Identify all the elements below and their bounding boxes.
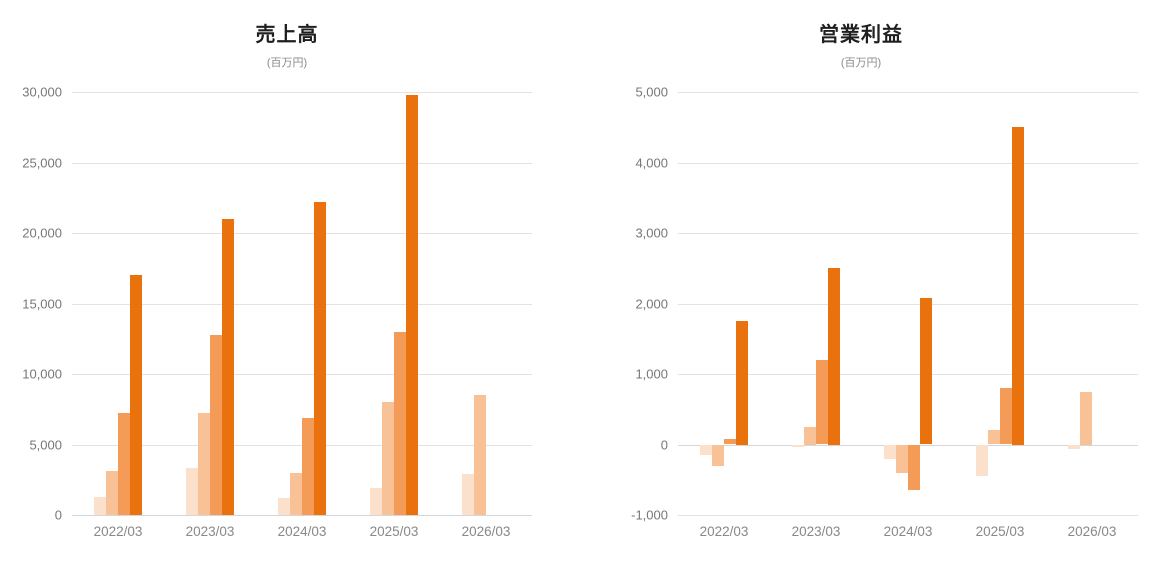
bar-2026-03-series-1 [1068, 444, 1080, 449]
x-axis-label: 2025/03 [369, 524, 419, 539]
y-axis-tick-label: -1,000 [631, 507, 668, 523]
bar-2024-03-series-1 [884, 444, 896, 459]
x-axis-label: 2025/03 [975, 524, 1025, 539]
y-axis-tick-label: 0 [660, 437, 668, 452]
bar-2024-03-series-1 [278, 498, 290, 515]
x-axis-label: 2026/03 [461, 524, 511, 539]
bar-2025-03-series-4 [1012, 127, 1024, 445]
sales-y-axis: 0 5,000 10,000 15,000 20,000 25,000 30,000 [2, 85, 62, 523]
bar-2023-03-series-3 [816, 359, 828, 445]
gridline [72, 92, 532, 93]
bar-2026-03-series-2 [1080, 391, 1092, 445]
bar-2025-03-series-1 [976, 444, 988, 477]
operating-income-x-axis: 2022/03 2023/03 2024/03 2025/03 2026/03 [678, 515, 1138, 547]
bar-2024-03-series-4 [920, 297, 932, 445]
bar-2022-03-series-2 [106, 471, 118, 515]
x-axis-label: 2022/03 [93, 524, 143, 539]
x-axis-label: 2022/03 [699, 524, 749, 539]
gridline [678, 515, 1138, 516]
y-axis-tick-label: 2,000 [635, 296, 668, 311]
bar-2023-03-series-1 [186, 468, 198, 515]
bar-2022-03-series-3 [118, 413, 130, 515]
x-axis-label: 2023/03 [185, 524, 235, 539]
bar-2026-03-series-2 [474, 395, 486, 515]
operating-income-plot-area: -1,000 0 1,000 2,000 3,000 4,000 5,000 2022/03… [631, 85, 1138, 539]
sales-chart-unit-label: (百万円) [266, 57, 308, 69]
sales-plot-grid [72, 92, 532, 516]
y-axis-tick-label: 5,000 [29, 437, 62, 452]
sales-chart-title: 売上高 [255, 22, 319, 46]
bar-2025-03-series-3 [1000, 388, 1012, 445]
bar-2022-03-series-4 [130, 275, 142, 515]
operating-income-y-axis: -1,000 0 1,000 2,000 3,000 4,000 5,000 [608, 85, 668, 523]
gridline [678, 374, 1138, 375]
sales-chart-panel: 売上高 (百万円) 0 5,000 10,000 15,000 20,000 25,000… [0, 0, 574, 568]
operating-income-chart-panel: 営業利益 (百万円) -1,000 0 1,000 2,000 3,000 4,000 5,… [574, 0, 1148, 568]
gridline [678, 92, 1138, 93]
y-axis-tick-label: 3,000 [635, 225, 668, 241]
x-axis-label: 2024/03 [277, 524, 327, 539]
bar-2023-03-series-4 [222, 218, 234, 515]
bar-2025-03-series-3 [394, 331, 406, 515]
bar-2023-03-series-2 [804, 426, 816, 445]
bar-2022-03-series-2 [712, 444, 724, 466]
y-axis-tick-label: 5,000 [635, 84, 668, 100]
x-axis-label: 2024/03 [883, 524, 933, 539]
gridline [72, 303, 532, 305]
bar-2024-03-series-4 [314, 201, 326, 515]
bar-2023-03-series-4 [828, 268, 840, 445]
y-axis-tick-label: 1,000 [635, 366, 668, 382]
bar-2022-03-series-3 [724, 438, 736, 445]
bar-2024-03-series-2 [896, 444, 908, 473]
bar-2022-03-series-4 [736, 321, 748, 445]
operating-income-plot-grid [678, 92, 1138, 516]
operating-income-chart-title: 営業利益 [819, 22, 903, 46]
y-axis-tick-label: 10,000 [22, 366, 62, 382]
y-axis-tick-label: 15,000 [22, 296, 62, 311]
operating-income-chart-unit-label: (百万円) [840, 57, 882, 69]
sales-plot-area: 0 5,000 10,000 15,000 20,000 25,000 30,000 202… [22, 85, 532, 539]
bar-2024-03-series-3 [302, 417, 314, 515]
y-axis-tick-label: 0 [54, 507, 62, 523]
bar-2023-03-series-1 [792, 444, 804, 447]
bar-2024-03-series-3 [908, 444, 920, 491]
x-axis-label: 2026/03 [1067, 524, 1117, 539]
y-axis-tick-label: 4,000 [635, 155, 668, 170]
gridline [72, 374, 532, 375]
bar-2024-03-series-2 [290, 472, 302, 515]
gridline [72, 162, 532, 164]
bar-2022-03-series-1 [94, 496, 106, 515]
bar-2025-03-series-2 [382, 402, 394, 515]
gridline [678, 303, 1138, 305]
gridline [72, 515, 532, 516]
bar-2025-03-series-2 [988, 430, 1000, 445]
bar-2022-03-series-1 [700, 444, 712, 456]
y-axis-tick-label: 25,000 [22, 155, 62, 170]
y-axis-tick-label: 20,000 [22, 225, 62, 241]
gridline [678, 233, 1138, 234]
gridline [72, 233, 532, 234]
bar-2026-03-series-1 [462, 474, 474, 515]
gridline [678, 162, 1138, 164]
bar-2025-03-series-1 [370, 488, 382, 515]
bar-2023-03-series-3 [210, 334, 222, 515]
bar-2025-03-series-4 [406, 94, 418, 515]
sales-x-axis: 2022/03 2023/03 2024/03 2025/03 2026/03 [72, 515, 532, 547]
bar-2023-03-series-2 [198, 413, 210, 515]
y-axis-tick-label: 30,000 [22, 84, 62, 100]
x-axis-label: 2023/03 [791, 524, 841, 539]
